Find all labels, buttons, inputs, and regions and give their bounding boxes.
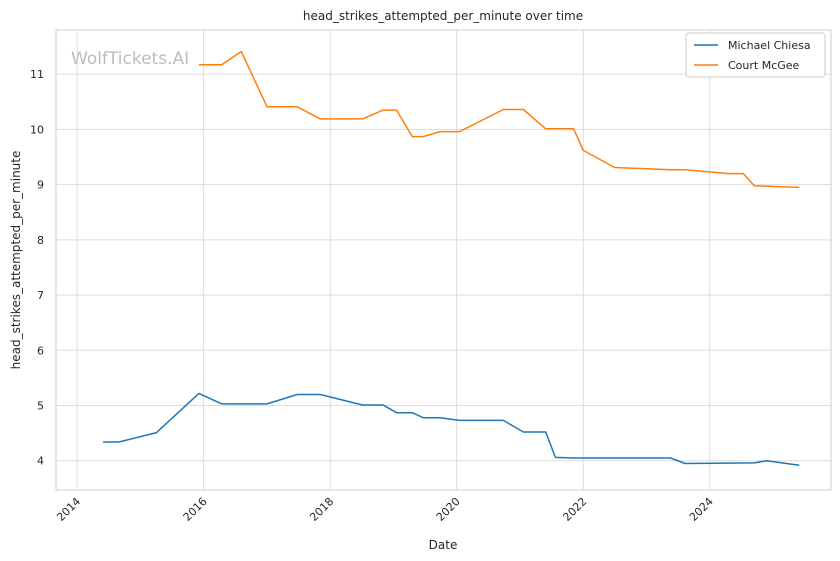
x-tick-label: 2014 xyxy=(54,495,83,524)
x-tick-label: 2024 xyxy=(687,495,716,524)
x-axis-label: Date xyxy=(429,538,458,552)
x-tick-label: 2018 xyxy=(307,495,336,524)
y-tick-label: 7 xyxy=(37,289,44,302)
chart-title: head_strikes_attempted_per_minute over t… xyxy=(303,9,583,23)
series-line-michael-chiesa xyxy=(103,392,800,466)
grid xyxy=(56,30,831,490)
y-tick-label: 9 xyxy=(37,179,44,192)
plot-area xyxy=(55,29,832,491)
legend-label-court-mcgee: Court McGee xyxy=(728,59,800,72)
x-tick-label: 2016 xyxy=(181,495,210,524)
legend: Michael Chiesa Court McGee xyxy=(685,32,826,78)
x-axis-ticks: 2014 2016 2018 2020 2022 2024 xyxy=(54,495,716,524)
x-tick-label: 2020 xyxy=(434,495,463,524)
y-tick-label: 6 xyxy=(37,344,44,357)
series-line-court-mcgee xyxy=(198,50,800,189)
y-axis-ticks: 4 5 6 7 8 9 10 11 xyxy=(30,68,44,468)
watermark: WolfTickets.AI xyxy=(71,49,189,69)
y-tick-label: 8 xyxy=(37,234,44,247)
series-group xyxy=(103,50,800,466)
y-tick-label: 11 xyxy=(30,68,44,81)
x-tick-label: 2022 xyxy=(560,495,589,524)
y-tick-label: 4 xyxy=(37,455,44,468)
y-tick-label: 5 xyxy=(37,400,44,413)
y-tick-label: 10 xyxy=(30,123,44,136)
legend-box xyxy=(685,32,826,78)
legend-label-michael-chiesa: Michael Chiesa xyxy=(728,39,811,52)
y-axis-label: head_strikes_attempted_per_minute xyxy=(9,151,23,370)
